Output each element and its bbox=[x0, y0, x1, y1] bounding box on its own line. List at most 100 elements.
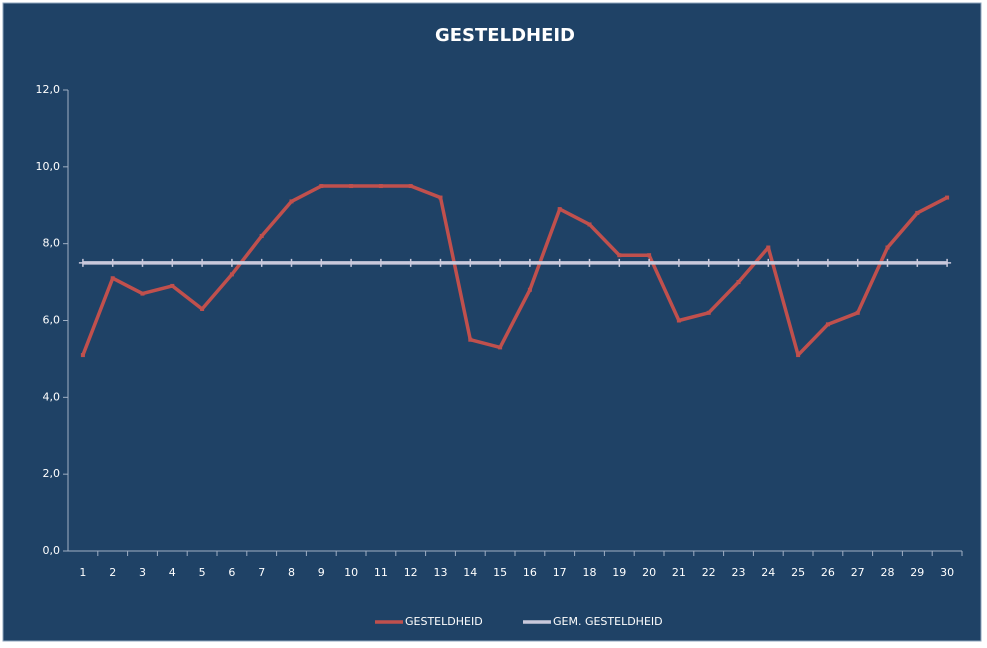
point-marker bbox=[617, 253, 622, 258]
point-marker bbox=[945, 195, 950, 200]
point-marker bbox=[289, 199, 294, 204]
y-tick-label: 2,0 bbox=[43, 467, 61, 480]
x-tick-label: 15 bbox=[493, 566, 507, 579]
x-tick-label: 25 bbox=[791, 566, 805, 579]
point-marker bbox=[525, 258, 534, 267]
x-tick-label: 11 bbox=[374, 566, 388, 579]
point-marker bbox=[110, 276, 115, 281]
x-tick-label: 16 bbox=[523, 566, 537, 579]
point-marker bbox=[674, 258, 683, 267]
point-marker bbox=[140, 291, 145, 296]
point-marker bbox=[498, 345, 503, 350]
point-marker bbox=[585, 258, 594, 267]
point-marker bbox=[317, 258, 326, 267]
point-marker bbox=[913, 258, 922, 267]
point-marker bbox=[794, 258, 803, 267]
point-marker bbox=[704, 258, 713, 267]
point-marker bbox=[168, 258, 177, 267]
point-marker bbox=[555, 258, 564, 267]
point-marker bbox=[764, 258, 773, 267]
point-marker bbox=[78, 258, 87, 267]
point-marker bbox=[645, 258, 654, 267]
point-marker bbox=[796, 353, 801, 358]
point-marker bbox=[587, 222, 592, 227]
point-marker bbox=[170, 283, 175, 288]
x-tick-label: 30 bbox=[940, 566, 954, 579]
point-marker bbox=[943, 258, 952, 267]
x-tick-label: 4 bbox=[169, 566, 176, 579]
chart-title: GESTELDHEID bbox=[435, 25, 575, 46]
point-marker bbox=[736, 280, 741, 285]
point-marker bbox=[408, 184, 413, 189]
x-tick-label: 26 bbox=[821, 566, 835, 579]
x-tick-label: 14 bbox=[463, 566, 477, 579]
x-tick-label: 20 bbox=[642, 566, 656, 579]
point-marker bbox=[376, 258, 385, 267]
point-marker bbox=[347, 258, 356, 267]
point-marker bbox=[349, 184, 354, 189]
x-tick-label: 24 bbox=[761, 566, 775, 579]
point-marker bbox=[557, 207, 562, 212]
x-tick-label: 3 bbox=[139, 566, 146, 579]
x-tick-label: 9 bbox=[318, 566, 325, 579]
point-marker bbox=[259, 233, 264, 238]
point-marker bbox=[378, 184, 383, 189]
point-marker bbox=[198, 258, 207, 267]
point-marker bbox=[527, 287, 532, 292]
x-tick-label: 12 bbox=[404, 566, 418, 579]
x-tick-label: 7 bbox=[258, 566, 265, 579]
x-tick-label: 19 bbox=[612, 566, 626, 579]
point-marker bbox=[80, 353, 85, 358]
point-marker bbox=[647, 253, 652, 258]
point-marker bbox=[229, 272, 234, 277]
legend-label: GESTELDHEID bbox=[405, 615, 483, 628]
y-tick-label: 12,0 bbox=[36, 83, 61, 96]
point-marker bbox=[438, 195, 443, 200]
point-marker bbox=[287, 258, 296, 267]
point-marker bbox=[853, 258, 862, 267]
x-tick-label: 5 bbox=[199, 566, 206, 579]
point-marker bbox=[466, 258, 475, 267]
x-tick-label: 23 bbox=[732, 566, 746, 579]
x-tick-label: 22 bbox=[702, 566, 716, 579]
point-marker bbox=[108, 258, 117, 267]
point-marker bbox=[436, 258, 445, 267]
point-marker bbox=[200, 306, 205, 311]
point-marker bbox=[885, 245, 890, 250]
legend-label: GEM. GESTELDHEID bbox=[553, 615, 663, 628]
x-tick-label: 18 bbox=[583, 566, 597, 579]
point-marker bbox=[915, 210, 920, 215]
x-tick-label: 17 bbox=[553, 566, 567, 579]
y-tick-label: 4,0 bbox=[43, 390, 61, 403]
x-tick-label: 13 bbox=[434, 566, 448, 579]
x-tick-label: 27 bbox=[851, 566, 865, 579]
x-tick-label: 28 bbox=[881, 566, 895, 579]
point-marker bbox=[496, 258, 505, 267]
y-tick-label: 6,0 bbox=[43, 314, 61, 327]
point-marker bbox=[257, 258, 266, 267]
point-marker bbox=[823, 258, 832, 267]
point-marker bbox=[855, 310, 860, 315]
x-tick-label: 1 bbox=[79, 566, 86, 579]
y-tick-label: 10,0 bbox=[36, 160, 61, 173]
x-tick-label: 21 bbox=[672, 566, 686, 579]
point-marker bbox=[883, 258, 892, 267]
x-tick-label: 2 bbox=[109, 566, 116, 579]
x-tick-label: 6 bbox=[228, 566, 235, 579]
x-tick-label: 8 bbox=[288, 566, 295, 579]
point-marker bbox=[676, 318, 681, 323]
point-marker bbox=[825, 322, 830, 327]
x-tick-label: 10 bbox=[344, 566, 358, 579]
y-tick-label: 8,0 bbox=[43, 237, 61, 250]
point-marker bbox=[468, 337, 473, 342]
y-tick-label: 0,0 bbox=[43, 544, 61, 557]
series-line bbox=[81, 184, 948, 357]
point-marker bbox=[706, 310, 711, 315]
point-marker bbox=[319, 184, 324, 189]
point-marker bbox=[227, 258, 236, 267]
point-marker bbox=[734, 258, 743, 267]
point-marker bbox=[138, 258, 147, 267]
point-marker bbox=[615, 258, 624, 267]
